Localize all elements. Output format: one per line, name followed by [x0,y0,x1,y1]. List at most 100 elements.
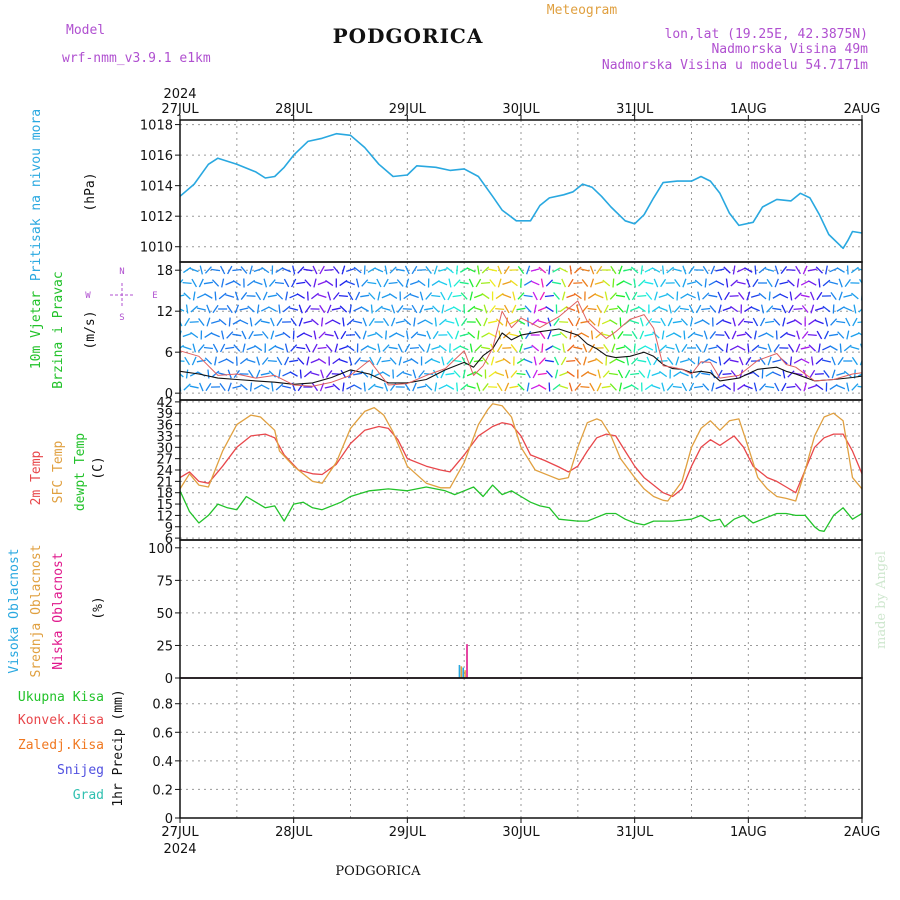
wind-arrow [509,319,519,325]
wind-arrow [759,356,766,366]
wind-arrow [367,267,376,273]
wind-arrow [575,317,581,327]
wind-arrow [503,265,510,275]
wind-arrow [566,306,576,312]
wind-arrow [608,372,618,376]
wind-arrow [616,358,625,364]
wind-arrow [818,278,821,288]
wind-arrow [722,319,732,325]
wind-arrow [674,278,681,288]
wind-arrow [603,343,610,353]
wind-arrow [199,265,203,275]
cloud-label-high: Visoka Oblacnost [7,548,22,673]
wind-arrow [462,369,466,379]
wind-arrow [661,265,665,275]
wind-arrow [516,307,526,311]
wind-arrow [211,279,220,287]
wind-arrow [467,305,476,313]
wind-arrow [845,317,851,327]
wind-arrow [504,369,509,379]
wind-arrow [205,382,212,392]
wind-arrow [480,346,491,350]
wind-arrow [566,293,576,299]
wind-arrow [476,382,481,392]
wind-arrow [320,369,325,379]
wind-arrow [857,321,862,324]
wind-arrow [800,358,810,364]
wind-arrow [710,265,716,275]
wind-arrow [459,281,469,285]
wind-arrow [589,343,596,353]
wind-arrow [781,304,787,314]
precip-legend-total: Ukupna Kisa [18,690,104,705]
wind-arrow [623,268,633,272]
wind-arrow [659,344,667,352]
wind-arrow [431,358,441,364]
wind-arrow [581,279,589,287]
wind-arrow [717,369,723,379]
wind-arrow [566,359,576,363]
y-tick-label: 18 [156,264,173,279]
wind-arrow [569,265,572,275]
wind-arrow [822,305,831,313]
wind-arrow [525,265,531,275]
wind-arrow [637,359,647,363]
wind-arrow [388,293,398,299]
wind-arrow [516,372,526,376]
wind-arrow [454,317,460,327]
wind-arrows [180,265,862,392]
wind-arrow [270,330,275,340]
model-elevation-text: Nadmorska Visina u modelu 54.7171m [602,58,868,73]
wind-arrow [214,356,217,366]
wind-arrow [601,333,611,337]
wind-arrow [502,280,512,286]
wind-arrow [409,280,419,286]
wind-arrow [488,320,498,324]
wind-arrow [779,331,788,339]
footer-station: PODGORICA [335,864,421,879]
wind-arrow [376,356,382,366]
wind-arrow [779,293,789,299]
wind-arrow [608,307,618,311]
wind-arrow [644,345,654,351]
wind-arrow [744,306,753,312]
wind-arrow [666,383,674,391]
wind-arrow [409,346,419,350]
wind-arrow [846,330,850,340]
wind-arrow [850,332,860,338]
wind-arrow [701,319,710,325]
wind-arrow [232,333,242,337]
wind-arrow [537,320,547,324]
wind-arrow [772,307,782,311]
wind-arrow [837,331,845,339]
wind-arrow [268,279,276,287]
wind-arrow [278,304,281,314]
bottom-date-label: 1AUG [730,825,767,840]
wind-arrow [786,385,796,389]
wind-arrow [431,294,441,298]
wind-speed-line [179,328,863,385]
wind-arrow [724,291,730,301]
wind-arrow [232,268,242,272]
wind-arrow [708,294,718,298]
wind-arrow [319,265,325,275]
wind-arrow [853,304,857,314]
wind-arrow [859,278,862,285]
wind-arrow [701,307,711,311]
wind-arrow [551,333,562,337]
wind-arrow [729,359,739,363]
wind-arrow [736,267,746,273]
wind-arrow [836,306,845,312]
wind-arrow [312,343,318,353]
wind-arrow [185,369,189,379]
wind-gust-line [179,300,863,387]
wind-arrow [737,292,745,300]
wind-arrow [697,356,700,366]
wind-arrow [537,306,547,312]
precip-legend-hail: Grad [73,788,104,803]
wind-arrow [225,346,235,350]
wind-arrow [332,266,340,274]
wind-arrow [367,345,377,351]
wind-arrow [844,278,851,288]
year-top: 2024 [163,87,196,102]
